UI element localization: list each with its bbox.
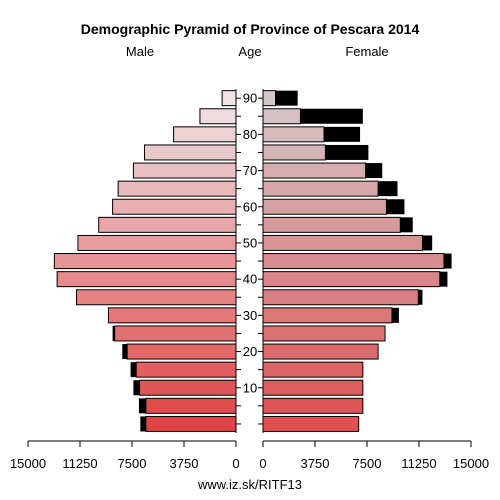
male-bar-35-39 xyxy=(76,289,237,306)
chart-title: Demographic Pyramid of Province of Pesca… xyxy=(81,21,420,37)
male-label: Male xyxy=(126,44,154,59)
female-bar-dark-35-39 xyxy=(418,289,423,305)
female-bar-65-69 xyxy=(262,180,379,197)
female-bar-dark-70-74 xyxy=(365,163,383,179)
male-bar-dark-5-9 xyxy=(138,398,146,414)
female-bar-5-9 xyxy=(262,397,364,414)
age-label: Age xyxy=(238,44,261,59)
female-bar-20-24 xyxy=(262,343,379,360)
female-bar-dark-60-64 xyxy=(386,199,405,215)
female-bar-75-79 xyxy=(262,144,326,161)
female-bar-45-49 xyxy=(262,253,445,270)
male-bar-dark-25-29 xyxy=(112,325,115,341)
male-x-tick-label: 15000 xyxy=(10,456,46,471)
female-bar-0-4 xyxy=(262,415,360,432)
female-bar-40-44 xyxy=(262,271,441,288)
female-bar-dark-90+ xyxy=(275,90,298,106)
female-bar-dark-80-84 xyxy=(324,126,361,142)
female-bar-dark-50-54 xyxy=(422,235,433,251)
male-x-tick-label: 0 xyxy=(232,456,239,471)
male-bar-0-4 xyxy=(145,415,237,432)
female-bar-dark-65-69 xyxy=(378,181,398,197)
age-tick-label: 70 xyxy=(243,163,257,178)
female-bar-80-84 xyxy=(262,126,325,143)
age-tick-label: 40 xyxy=(243,272,257,287)
male-bar-dark-10-14 xyxy=(133,380,140,396)
female-bar-35-39 xyxy=(262,289,419,306)
female-bar-90+ xyxy=(262,90,276,107)
male-bar-65-69 xyxy=(117,180,237,197)
age-tick-label: 10 xyxy=(243,380,257,395)
male-bar-10-14 xyxy=(139,379,237,396)
male-bar-15-19 xyxy=(135,361,237,378)
age-tick-label: 50 xyxy=(243,235,257,250)
male-x-tick-label: 3750 xyxy=(170,456,199,471)
female-bar-85-89 xyxy=(262,108,301,125)
female-x-tick-label: 3750 xyxy=(301,456,330,471)
male-bar-90+ xyxy=(221,90,237,107)
age-tick-label: 30 xyxy=(243,308,257,323)
female-bar-dark-45-49 xyxy=(443,253,452,269)
male-bar-60-64 xyxy=(112,198,237,215)
age-tick-label: 80 xyxy=(243,127,257,142)
male-bar-70-74 xyxy=(132,162,237,179)
male-bar-40-44 xyxy=(56,271,237,288)
female-label: Female xyxy=(345,44,388,59)
female-bar-15-19 xyxy=(262,361,364,378)
axes-group: 10 20 30 40 50 60 70 80 90 15000 11250 7500 3750 0 0 37… xyxy=(10,89,489,471)
female-x-tick-label: 0 xyxy=(259,456,266,471)
age-tick-label: 90 xyxy=(243,91,257,106)
male-bar-55-59 xyxy=(98,216,237,233)
male-bar-dark-15-19 xyxy=(130,362,137,378)
footer-source: www.iz.sk/RITF13 xyxy=(197,477,302,492)
female-bar-70-74 xyxy=(262,162,367,179)
male-x-tick-label: 7500 xyxy=(118,456,147,471)
age-tick-label: 20 xyxy=(243,344,257,359)
female-bar-dark-40-44 xyxy=(439,271,448,287)
male-bar-45-49 xyxy=(53,253,237,270)
male-bar-50-54 xyxy=(77,234,237,251)
male-bar-dark-0-4 xyxy=(140,416,146,432)
age-tick-label: 60 xyxy=(243,199,257,214)
male-bar-25-29 xyxy=(114,325,237,342)
female-x-tick-label: 11250 xyxy=(401,456,436,471)
male-bar-5-9 xyxy=(145,397,237,414)
male-bar-80-84 xyxy=(173,126,237,143)
male-bar-30-34 xyxy=(107,307,237,324)
male-bar-85-89 xyxy=(199,108,237,125)
female-bar-60-64 xyxy=(262,198,387,215)
female-bar-50-54 xyxy=(262,234,423,251)
male-x-tick-label: 11250 xyxy=(62,456,97,471)
female-bar-dark-30-34 xyxy=(391,307,399,323)
female-bar-25-29 xyxy=(262,325,386,342)
female-bar-dark-55-59 xyxy=(400,217,413,233)
female-bar-dark-75-79 xyxy=(325,144,369,160)
bars-group xyxy=(53,90,452,432)
female-x-tick-label: 15000 xyxy=(453,456,489,471)
female-bar-10-14 xyxy=(262,379,364,396)
male-bar-dark-20-24 xyxy=(122,344,128,360)
male-bar-20-24 xyxy=(126,343,237,360)
female-bar-30-34 xyxy=(262,307,393,324)
male-bar-75-79 xyxy=(143,144,237,161)
female-bar-55-59 xyxy=(262,216,401,233)
female-x-tick-label: 7500 xyxy=(353,456,382,471)
female-bar-dark-85-89 xyxy=(300,108,363,124)
